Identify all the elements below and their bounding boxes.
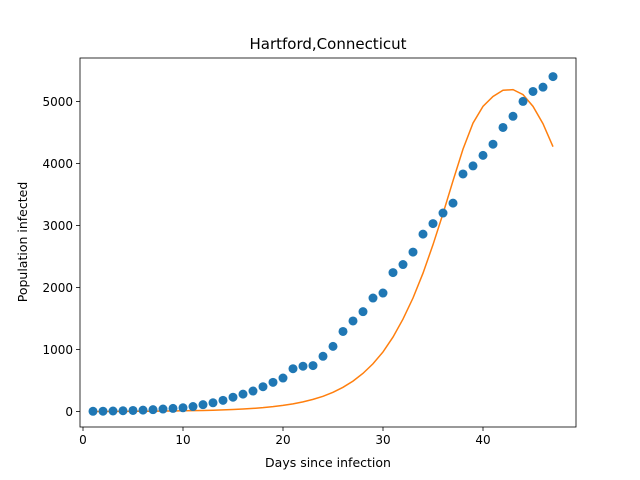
data-point bbox=[228, 392, 238, 402]
data-point bbox=[98, 406, 108, 416]
data-point bbox=[178, 403, 188, 413]
y-tick-label: 4000 bbox=[42, 157, 73, 171]
data-point bbox=[278, 373, 288, 383]
data-point bbox=[368, 293, 378, 303]
y-tick-label: 3000 bbox=[42, 219, 73, 233]
data-point bbox=[468, 161, 478, 171]
data-point bbox=[398, 260, 408, 270]
data-point bbox=[268, 377, 278, 387]
data-point bbox=[298, 361, 308, 371]
data-point bbox=[528, 86, 538, 96]
data-point bbox=[158, 404, 168, 414]
data-point bbox=[518, 96, 528, 106]
data-point bbox=[108, 406, 118, 416]
data-point bbox=[408, 247, 418, 257]
data-point bbox=[248, 386, 258, 396]
plot-area: 0 10 20 30 40 0 1000 2000 3000 4000 5000 bbox=[42, 57, 577, 447]
x-tick-label: 40 bbox=[475, 433, 490, 447]
data-point bbox=[208, 398, 218, 408]
data-point bbox=[238, 389, 248, 399]
x-tick-label: 30 bbox=[375, 433, 390, 447]
y-tick-label: 5000 bbox=[42, 95, 73, 109]
data-point bbox=[458, 169, 468, 179]
data-point bbox=[288, 364, 298, 374]
data-point bbox=[498, 122, 508, 132]
y-tick-label: 1000 bbox=[42, 343, 73, 357]
x-axis-label: Days since infection bbox=[265, 455, 391, 470]
data-point bbox=[358, 307, 368, 317]
x-tick-label: 20 bbox=[275, 433, 290, 447]
data-point bbox=[538, 82, 548, 92]
data-point bbox=[188, 402, 198, 412]
data-point bbox=[138, 405, 148, 415]
chart-title: Hartford,Connecticut bbox=[250, 35, 407, 53]
data-point bbox=[488, 139, 498, 149]
data-point bbox=[148, 405, 158, 415]
data-point bbox=[258, 382, 268, 392]
x-tick-label: 10 bbox=[175, 433, 190, 447]
data-point bbox=[508, 111, 518, 121]
data-point bbox=[478, 150, 488, 160]
data-point bbox=[428, 219, 438, 229]
data-point bbox=[448, 198, 458, 208]
data-point bbox=[318, 351, 328, 361]
data-point bbox=[198, 400, 208, 410]
x-tick-label: 0 bbox=[79, 433, 87, 447]
data-point bbox=[338, 326, 348, 336]
data-point bbox=[328, 341, 338, 351]
data-point bbox=[418, 229, 428, 239]
data-point bbox=[168, 403, 178, 413]
data-point bbox=[118, 406, 128, 416]
y-tick-label: 2000 bbox=[42, 281, 73, 295]
data-point bbox=[308, 361, 318, 371]
axes-frame bbox=[79, 57, 577, 428]
data-point bbox=[218, 395, 228, 405]
y-axis-label: Population infected bbox=[15, 182, 30, 303]
y-tick-label: 0 bbox=[65, 405, 73, 419]
data-point bbox=[388, 268, 398, 278]
data-point bbox=[348, 316, 358, 326]
data-point bbox=[438, 208, 448, 218]
data-point bbox=[88, 406, 98, 416]
data-point bbox=[548, 72, 558, 82]
data-point bbox=[378, 288, 388, 298]
data-point bbox=[128, 405, 138, 415]
